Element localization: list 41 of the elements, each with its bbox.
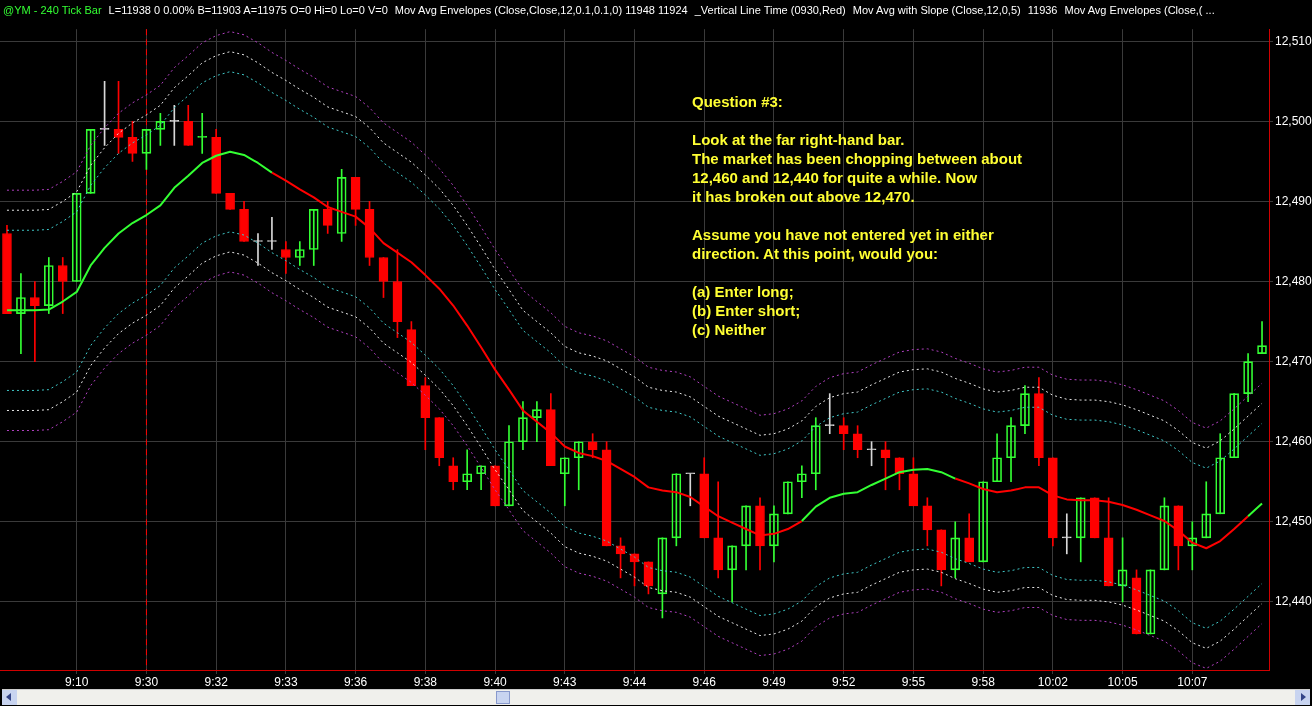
candlestick xyxy=(783,481,793,515)
y-tick-label: 12,460 xyxy=(1275,434,1312,449)
chart-title: @YM - 240 Tick Bar xyxy=(3,4,102,16)
y-tick-label: 12,490 xyxy=(1275,193,1312,208)
x-tick-label: 9:58 xyxy=(971,674,996,689)
x-tick-label: 9:44 xyxy=(622,674,647,689)
candlestick xyxy=(1061,513,1072,555)
y-tick-label: 12,500 xyxy=(1275,113,1312,128)
x-tick-label: 9:33 xyxy=(274,674,298,689)
x-tick-label: 9:30 xyxy=(134,674,159,689)
x-tick-label: 9:43 xyxy=(553,674,577,689)
y-tick-label: 12,470 xyxy=(1275,353,1312,368)
y-tick-label: 12,440 xyxy=(1275,594,1312,609)
candlestick xyxy=(1229,393,1239,459)
text: Mov Avg Envelopes (Close,( ... xyxy=(1064,4,1215,16)
y-tick-label: 12,450 xyxy=(1275,514,1312,529)
x-tick-label: 10:07 xyxy=(1177,674,1208,689)
y-tick-label: 12,480 xyxy=(1275,273,1312,288)
text: L=11938 0 0.00% B=11903 A=11975 O=0 Hi=0 Lo=0 V=0 xyxy=(108,4,388,16)
x-tick-label: 9:49 xyxy=(762,674,786,689)
x-tick-label: 9:10 xyxy=(65,674,89,689)
x-tick-label: 9:46 xyxy=(692,674,717,689)
x-tick-label: 9:55 xyxy=(901,674,926,689)
x-tick-label: 9:40 xyxy=(483,674,508,689)
text: 11936 xyxy=(1027,4,1058,16)
x-tick-label: 9:32 xyxy=(204,674,229,689)
x-tick-label: 10:02 xyxy=(1037,674,1069,689)
candlestick xyxy=(824,393,835,435)
x-tick-label: 9:38 xyxy=(413,674,438,689)
candlestick xyxy=(169,104,180,146)
text: Mov Avg Envelopes (Close,Close,12,0.1,0.1,0) 11948 11924 xyxy=(394,4,688,16)
candlestick xyxy=(978,481,988,563)
candlestick xyxy=(685,472,696,507)
x-tick-label: 9:52 xyxy=(832,674,856,689)
y-tick-label: 12,510 xyxy=(1275,33,1312,48)
text: Question #3: Look at the far right-hand bar. The market has been chopping between about 12,460 and 12,440 for quite a while. Now it has broken out above 12,470. Assume you have not entered yet in either direction. At this point, would you: (a) Enter long; (b) Enter short; (c) Neither xyxy=(692,93,1023,338)
text: _Vertical Line Time (0930,Red) xyxy=(694,4,846,16)
candlestick xyxy=(71,193,82,282)
x-tick-label: 9:36 xyxy=(343,674,368,689)
x-tick-label: 10:05 xyxy=(1107,674,1138,689)
text: Mov Avg with Slope (Close,12,0,5) xyxy=(852,4,1021,16)
